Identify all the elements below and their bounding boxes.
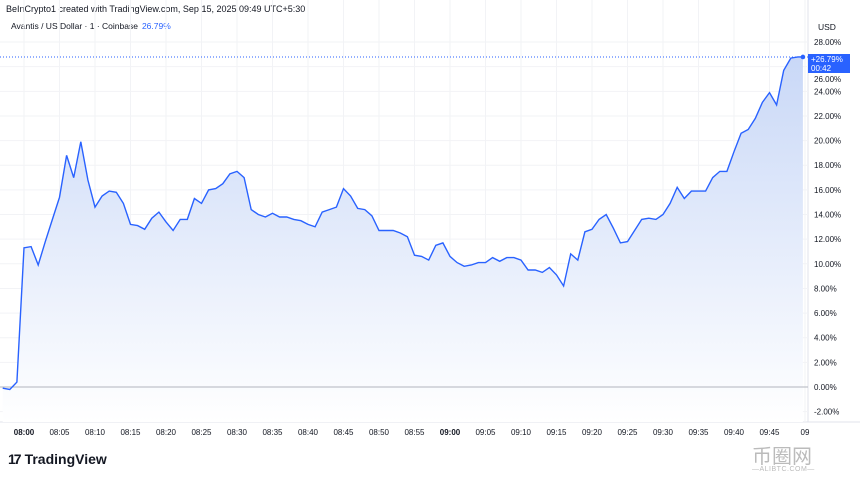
y-tick-label: 10.00%	[814, 260, 841, 269]
tradingview-logo-text: TradingView	[24, 451, 107, 467]
symbol-legend: Avantis / US Dollar · 1 · Coinbase 26.79%	[11, 21, 171, 31]
change-value: 26.79%	[141, 21, 171, 31]
tradingview-logo[interactable]: 17 TradingView	[8, 451, 107, 467]
area-fill	[2, 56, 803, 423]
bar-countdown: 00:42	[811, 64, 832, 73]
x-tick-label: 09:10	[511, 428, 532, 437]
watermark-subtext: —ALIBTC.COM—	[752, 466, 815, 473]
y-tick-label: 12.00%	[814, 235, 841, 244]
x-tick-label: 09:45	[759, 428, 780, 437]
x-tick-label: 08:25	[191, 428, 212, 437]
x-tick-label: 08:45	[333, 428, 354, 437]
symbol-title: Avantis / US Dollar · 1 · Coinbase	[11, 21, 138, 31]
x-tick-label: 08:00	[14, 428, 35, 437]
x-tick-label: 08:30	[227, 428, 248, 437]
x-tick-label: 08:20	[156, 428, 177, 437]
x-tick-label: 08:55	[404, 428, 425, 437]
last-price-value: +26.79%	[811, 55, 843, 64]
y-tick-label: 20.00%	[814, 137, 841, 146]
x-tick-label: 09:40	[724, 428, 745, 437]
y-tick-label: 26.00%	[814, 75, 841, 84]
y-tick-label: 16.00%	[814, 186, 841, 195]
x-tick-label: 08:05	[49, 428, 70, 437]
y-tick-label: 28.00%	[814, 38, 841, 47]
x-tick-label: 09:15	[546, 428, 567, 437]
currency-label: USD	[818, 22, 836, 32]
x-tick-label: 08:10	[85, 428, 106, 437]
x-tick-label: 09:00	[440, 428, 461, 437]
x-tick-label: 08:50	[369, 428, 390, 437]
y-tick-label: -2.00%	[814, 408, 839, 417]
y-tick-label: 22.00%	[814, 112, 841, 121]
x-tick-label: 09:30	[653, 428, 674, 437]
y-tick-label: 6.00%	[814, 309, 837, 318]
y-tick-label: 2.00%	[814, 358, 837, 367]
x-tick-label: 09:05	[475, 428, 496, 437]
y-tick-label: 24.00%	[814, 87, 841, 96]
tradingview-logo-icon: 17	[8, 451, 22, 467]
attribution-text: BeInCrypto1 created with TradingView.com…	[6, 4, 306, 14]
x-tick-label: 09:25	[617, 428, 638, 437]
y-tick-label: 18.00%	[814, 161, 841, 170]
last-price-dot	[800, 54, 806, 60]
watermark: 币圈网 —ALIBTC.COM—	[752, 440, 815, 473]
y-tick-label: 14.00%	[814, 211, 841, 220]
x-tick-label: 08:35	[262, 428, 283, 437]
x-tick-label: 09:20	[582, 428, 603, 437]
x-tick-label: 08:15	[120, 428, 141, 437]
x-tick-label: 08:40	[298, 428, 319, 437]
last-price-label: +26.79% 00:42	[808, 54, 850, 73]
y-tick-label: 8.00%	[814, 284, 837, 293]
x-tick-label: 09	[801, 428, 810, 437]
x-tick-label: 09:35	[688, 428, 709, 437]
price-line	[2, 56, 803, 391]
y-tick-label: 4.00%	[814, 334, 837, 343]
y-tick-label: 0.00%	[814, 383, 837, 392]
watermark-text: 币圈网	[752, 446, 812, 468]
